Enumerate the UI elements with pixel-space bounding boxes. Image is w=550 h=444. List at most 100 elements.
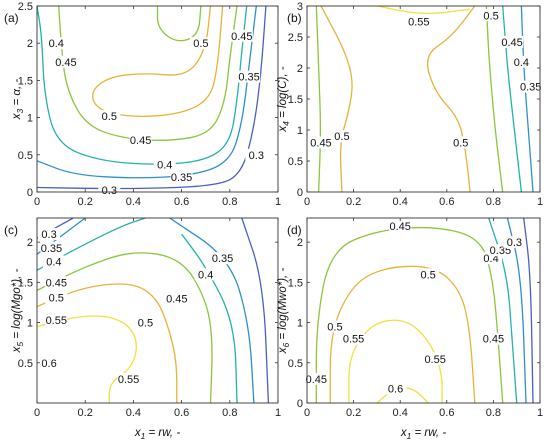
y-tick-label: 0 [27,187,33,199]
x-tick-label: 1 [275,196,281,208]
contour-line-0_45 [58,6,238,141]
x-tick-label: 0.2 [346,196,361,208]
y-tick-label: 1.5 [18,277,33,289]
contour-label: 0.3 [249,150,264,162]
contour-line-0_4 [502,6,523,192]
contour-label: 0.4 [157,159,172,171]
contour-line-0_4 [37,6,248,165]
contour-line-0_45 [315,6,322,192]
contour-line-0_3 [241,218,270,403]
contour-label-bg [165,292,188,305]
y-tick-label: 0 [297,398,303,410]
contour-label: 0.35 [238,72,259,84]
contour-label-bg [305,372,328,385]
contour-line-0_35 [520,6,534,192]
panel-label: (b) [287,11,302,25]
contour-label: 0.55 [343,334,364,346]
contour-label: 0.45 [130,135,151,147]
x-tick-label: 0.2 [78,407,93,419]
y-tick-label: 1.5 [288,277,303,289]
contour-line-0_5 [91,6,224,117]
contour-label-bg [501,35,524,48]
contour-label: 0.3 [102,185,117,197]
contour-label-bg [211,252,234,265]
x-tick-label: 0.6 [439,407,454,419]
contour-label-bg [482,332,505,345]
contour-label-bg [309,136,332,149]
contour-label-bg [45,314,68,327]
x-tick-label: 0.8 [486,196,501,208]
x-tick-label: 1 [537,196,543,208]
contour-label-bg [417,268,440,281]
contour-label-bg [45,276,68,289]
contour-line-0_4 [488,218,518,403]
contour-label: 0.35 [41,243,62,255]
contour-label-bg [323,320,346,333]
contour-line-0_35 [37,6,257,179]
x-tick-label: 0.8 [222,407,237,419]
contour-label: 0.4 [49,38,64,50]
contour-label: 0.3 [507,237,522,249]
contour-line-0_35 [506,218,527,403]
x-tick-label: 0.2 [78,196,93,208]
x-tick-label: 0.2 [346,407,361,419]
contour-label-bg [54,55,77,68]
y-tick-label: 0.5 [18,150,33,162]
contour-label: 0.45 [501,37,522,49]
y-tick-label: 1.5 [18,75,33,87]
y-tick-label: 0.5 [18,358,33,370]
contour-label-bg [45,37,68,50]
contour-label: 0.5 [102,111,117,123]
x-tick-label: 0.8 [486,407,501,419]
x-tick-label: 0.4 [126,196,141,208]
contour-label-bg [384,382,407,395]
contour-label-bg [330,130,353,143]
contour-label: 0.3 [41,229,56,241]
contour-label-bg [134,316,157,329]
contour-line-0_45 [156,6,202,42]
contour-label: 0.35 [490,245,511,257]
contour-line-0_5 [320,6,353,192]
x-tick-label: 0.4 [126,407,141,419]
y-axis-label: x3 = α, - [11,79,25,121]
y-tick-label: 2.5 [288,32,303,44]
contour-label: 0.35 [520,82,541,94]
contour-label-bg [38,356,61,369]
contour-label: 0.5 [138,318,153,330]
panel-label: (a) [4,11,19,25]
plot-frame [306,217,541,404]
x-tick-label: 0 [34,196,40,208]
contour-label-bg [98,110,121,123]
contour-line-0_5 [329,265,476,403]
x-axis-label: x1 = rw, - [134,427,180,441]
contour-label-bg [98,183,121,196]
contour-label-bg [40,241,63,254]
y-tick-label: 0.5 [288,358,303,370]
contour-label: 0.55 [118,374,139,386]
y-tick-label: 2 [297,237,303,249]
contour-label-bg [129,133,152,146]
contour-line-0_35 [169,218,255,403]
contour-label: 0.5 [49,293,64,305]
y-tick-label: 2.5 [18,1,33,13]
y-tick-label: 0.5 [288,156,303,168]
contour-label: 0.45 [231,31,252,43]
contour-label-bg [238,70,261,83]
contour-label-bg [42,255,65,268]
y-tick-label: 1 [297,318,303,330]
x-tick-label: 0 [304,196,310,208]
contour-line-0_45 [485,6,504,192]
x-tick-label: 0.6 [174,196,189,208]
contour-label: 0.4 [514,57,529,69]
contour-label: 0.35 [171,172,192,184]
x-tick-label: 0.8 [222,196,237,208]
x-tick-label: 0 [304,407,310,419]
contour-label-bg [342,332,365,345]
contour-label: 0.4 [46,256,61,268]
contour-label: 0.55 [46,315,67,327]
y-tick-label: 1.5 [288,94,303,106]
contour-label-bg [117,372,140,385]
contour-label: 0.5 [193,38,208,50]
y-axis-label: x5 = log(Mgo*), - [11,269,25,354]
